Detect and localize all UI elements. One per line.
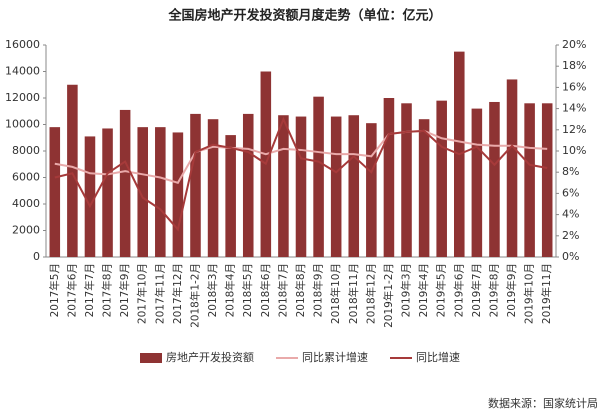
x-tick-label: 2019年9月 (505, 263, 518, 317)
y2-tick-label: 12% (562, 123, 586, 136)
y2-tick-label: 10% (562, 144, 586, 157)
y-tick-label: 16000 (5, 38, 40, 51)
bar (366, 123, 377, 257)
x-tick-label: 2018年3月 (206, 263, 219, 317)
y2-tick-label: 8% (562, 165, 579, 178)
y2-tick-label: 20% (562, 38, 586, 51)
bar (278, 115, 289, 257)
bar (506, 79, 518, 257)
source-note: 数据来源：国家统计局 (488, 396, 598, 410)
y2-tick-label: 4% (562, 208, 579, 221)
bar (207, 119, 219, 257)
x-tick-label: 2019年8月 (487, 263, 500, 317)
y-tick-label: 10000 (5, 118, 40, 131)
bar (524, 103, 535, 257)
x-tick-label: 2018年1-2月 (188, 263, 201, 328)
bar (383, 98, 395, 257)
x-tick-label: 2019年10月 (523, 263, 536, 324)
y-tick-label: 8000 (12, 144, 40, 157)
x-tick-label: 2018年10月 (329, 263, 342, 324)
x-tick-label: 2017年11月 (153, 263, 166, 324)
x-tick-label: 2018年8月 (294, 263, 307, 317)
x-tick-label: 2018年7月 (276, 263, 289, 317)
x-tick-label: 2018年12月 (364, 263, 377, 324)
x-tick-label: 2019年1-2月 (382, 263, 395, 328)
legend-label: 房地产开发投资额 (166, 350, 254, 364)
bar (102, 128, 113, 257)
y-tick-label: 6000 (12, 171, 40, 184)
x-tick-label: 2017年8月 (101, 263, 114, 317)
x-tick-label: 2017年10月 (136, 263, 149, 324)
x-tick-label: 2019年5月 (435, 263, 448, 317)
y2-tick-label: 0% (562, 250, 579, 263)
y2-tick-label: 14% (562, 102, 586, 115)
x-tick-label: 2019年4月 (417, 263, 430, 317)
y2-tick-label: 18% (562, 59, 586, 72)
line (54, 116, 548, 232)
x-tick-label: 2017年9月 (118, 263, 131, 317)
bar (225, 135, 236, 257)
bar (155, 127, 166, 258)
x-tick-label: 2018年11月 (347, 263, 360, 324)
x-tick-label: 2019年6月 (452, 263, 465, 317)
y-tick-label: 4000 (12, 197, 40, 210)
y-tick-label: 2000 (12, 224, 40, 237)
bar (119, 109, 131, 257)
legend-swatch (140, 353, 162, 363)
y2-tick-label: 6% (562, 186, 579, 199)
chart-title: 全国房地产开发投资额月度走势（单位：亿元） (167, 8, 441, 24)
bar (49, 127, 61, 258)
y2-tick-label: 2% (562, 229, 579, 242)
line (54, 129, 548, 184)
x-tick-label: 2019年3月 (400, 263, 413, 317)
bar (172, 132, 184, 257)
bar (67, 84, 78, 257)
x-tick-label: 2019年7月 (470, 263, 483, 317)
legend-label: 同比增速 (416, 350, 460, 364)
bar (418, 119, 430, 257)
bar (330, 116, 342, 257)
bar (401, 103, 412, 257)
bar (489, 101, 500, 257)
x-tick-label: 2018年4月 (224, 263, 237, 317)
x-tick-label: 2019年11月 (540, 263, 553, 324)
bar (84, 136, 96, 257)
bar (348, 115, 360, 257)
bar (242, 113, 254, 258)
bar (295, 116, 307, 257)
bar (541, 103, 553, 257)
bar (313, 96, 324, 257)
bar (190, 113, 201, 258)
y-tick-label: 0 (33, 250, 40, 263)
bar (471, 108, 483, 257)
y-tick-label: 14000 (5, 65, 40, 78)
x-tick-label: 2018年5月 (241, 263, 254, 317)
x-tick-label: 2017年5月 (48, 263, 61, 317)
x-tick-label: 2017年6月 (65, 263, 78, 317)
bar (436, 100, 447, 258)
x-tick-label: 2018年6月 (259, 263, 272, 317)
x-tick-label: 2017年12月 (171, 263, 184, 324)
y2-tick-label: 16% (562, 80, 586, 93)
bar (137, 127, 148, 258)
legend-label: 同比累计增速 (302, 350, 368, 364)
y-tick-label: 12000 (5, 91, 40, 104)
x-tick-label: 2018年9月 (312, 263, 325, 317)
x-tick-label: 2017年7月 (83, 263, 96, 317)
